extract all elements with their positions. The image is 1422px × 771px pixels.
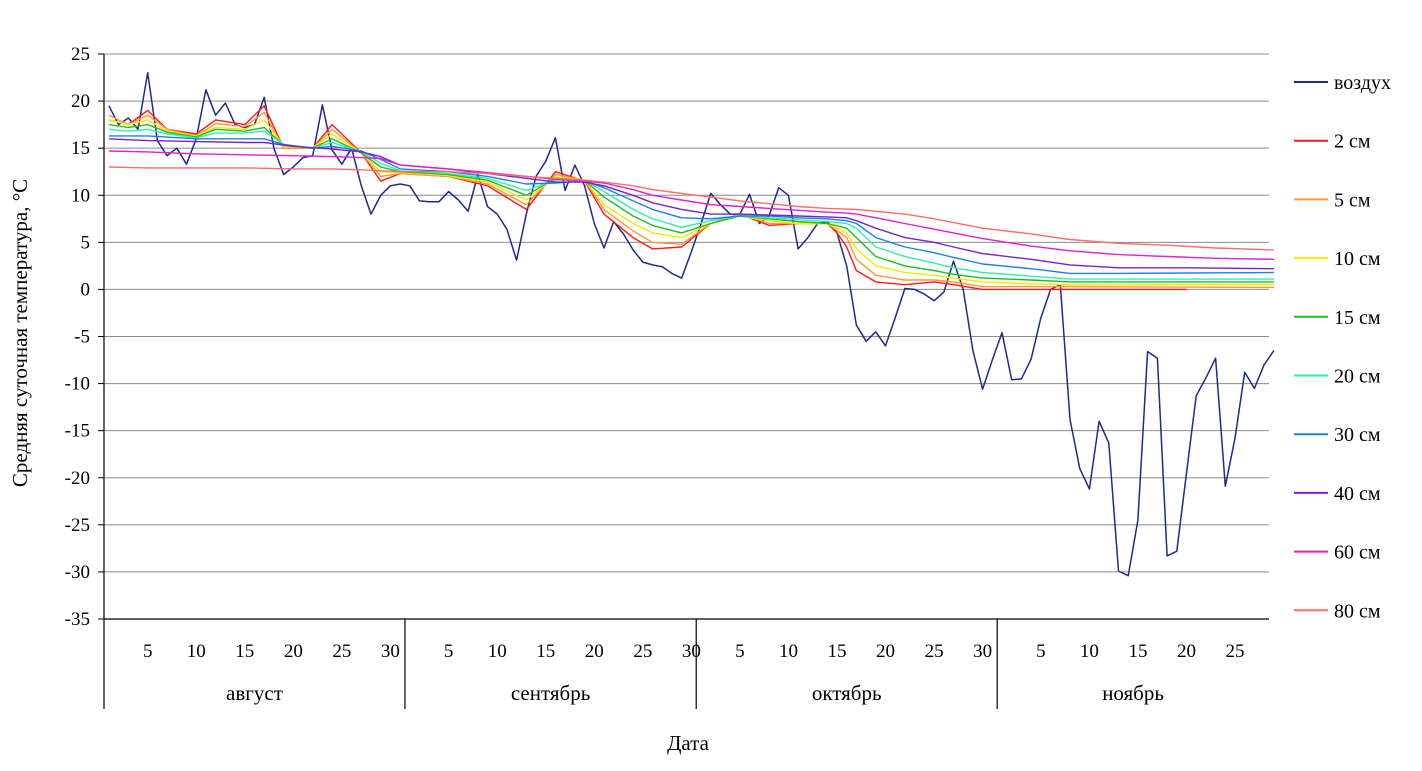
axes: 25 20 15 10 5 0 -5 -10 -15 -20 -25 -30 -35 xyxy=(65,44,1269,630)
series-line xyxy=(108,119,1274,286)
gridlines xyxy=(104,53,1269,573)
legend-label: 80 см xyxy=(1334,600,1381,622)
series-line xyxy=(108,138,1274,270)
y-tick-label: -30 xyxy=(65,562,90,583)
legend: воздух 2 см 5 см 10 см 15 см 20 см 30 см 40 см 6… xyxy=(1294,72,1391,622)
x-axis-labels: 5 10 15 20 25 30 август 5 10 15 20 25 30 сентябрь 5 10 1… xyxy=(103,619,1245,709)
x-tick-label: 25 xyxy=(332,641,351,662)
y-axis-title: Средняя суточная температура, °С xyxy=(8,179,32,487)
x-tick-label: 20 xyxy=(1177,641,1196,662)
legend-label: 5 см xyxy=(1334,189,1371,211)
x-tick-label: 15 xyxy=(235,641,254,662)
series-line xyxy=(108,111,1274,289)
month-label: октябрь xyxy=(812,681,882,705)
series-line xyxy=(108,150,1274,260)
x-tick-label: 20 xyxy=(876,641,895,662)
series-line xyxy=(108,72,1275,577)
x-tick-label: 5 xyxy=(1036,641,1046,662)
y-tick-label: -20 xyxy=(65,468,90,489)
y-tick-label: -25 xyxy=(65,515,90,536)
x-tick-label: 10 xyxy=(1080,641,1099,662)
x-tick-label: 10 xyxy=(488,641,507,662)
legend-label: 60 см xyxy=(1334,542,1381,564)
x-tick-label: 5 xyxy=(735,641,745,662)
y-tick-label: 25 xyxy=(71,44,90,65)
x-tick-label: 30 xyxy=(682,641,701,662)
x-tick-label: 25 xyxy=(925,641,944,662)
series-line xyxy=(108,128,1274,280)
month-label: сентябрь xyxy=(511,681,590,705)
x-tick-label: 15 xyxy=(536,641,555,662)
y-tick-label: 15 xyxy=(71,138,90,159)
y-tick-label: -15 xyxy=(65,421,90,442)
legend-label: 10 см xyxy=(1334,248,1381,270)
x-tick-label: 20 xyxy=(585,641,604,662)
x-tick-label: 5 xyxy=(143,641,153,662)
y-tick-label: 20 xyxy=(71,91,90,112)
x-tick-label: 25 xyxy=(1226,641,1245,662)
series-line xyxy=(108,166,1274,251)
legend-label: 40 см xyxy=(1334,483,1381,505)
legend-label: 20 см xyxy=(1334,366,1381,388)
y-tick-label: -10 xyxy=(65,374,90,395)
series-lines xyxy=(108,72,1275,577)
month-label: август xyxy=(226,681,283,705)
x-tick-label: 15 xyxy=(827,641,846,662)
legend-label: воздух xyxy=(1334,72,1391,94)
x-tick-label: 30 xyxy=(381,641,400,662)
y-tick-label: 5 xyxy=(81,232,91,253)
month-label: ноябрь xyxy=(1102,681,1164,705)
x-axis-title: Дата xyxy=(667,731,710,755)
x-tick-label: 25 xyxy=(633,641,652,662)
y-tick-label: 0 xyxy=(81,279,91,300)
y-tick-label: -35 xyxy=(65,609,90,630)
legend-label: 2 см xyxy=(1334,131,1371,153)
legend-label: 30 см xyxy=(1334,424,1381,446)
y-tick-label: -5 xyxy=(74,327,90,348)
x-tick-label: 20 xyxy=(284,641,303,662)
series-line xyxy=(108,123,1274,283)
x-tick-label: 30 xyxy=(973,641,992,662)
x-tick-label: 15 xyxy=(1128,641,1147,662)
x-tick-label: 10 xyxy=(187,641,206,662)
x-tick-label: 5 xyxy=(444,641,454,662)
legend-label: 15 см xyxy=(1334,307,1381,329)
x-tick-label: 10 xyxy=(779,641,798,662)
y-tick-label: 10 xyxy=(71,185,90,206)
